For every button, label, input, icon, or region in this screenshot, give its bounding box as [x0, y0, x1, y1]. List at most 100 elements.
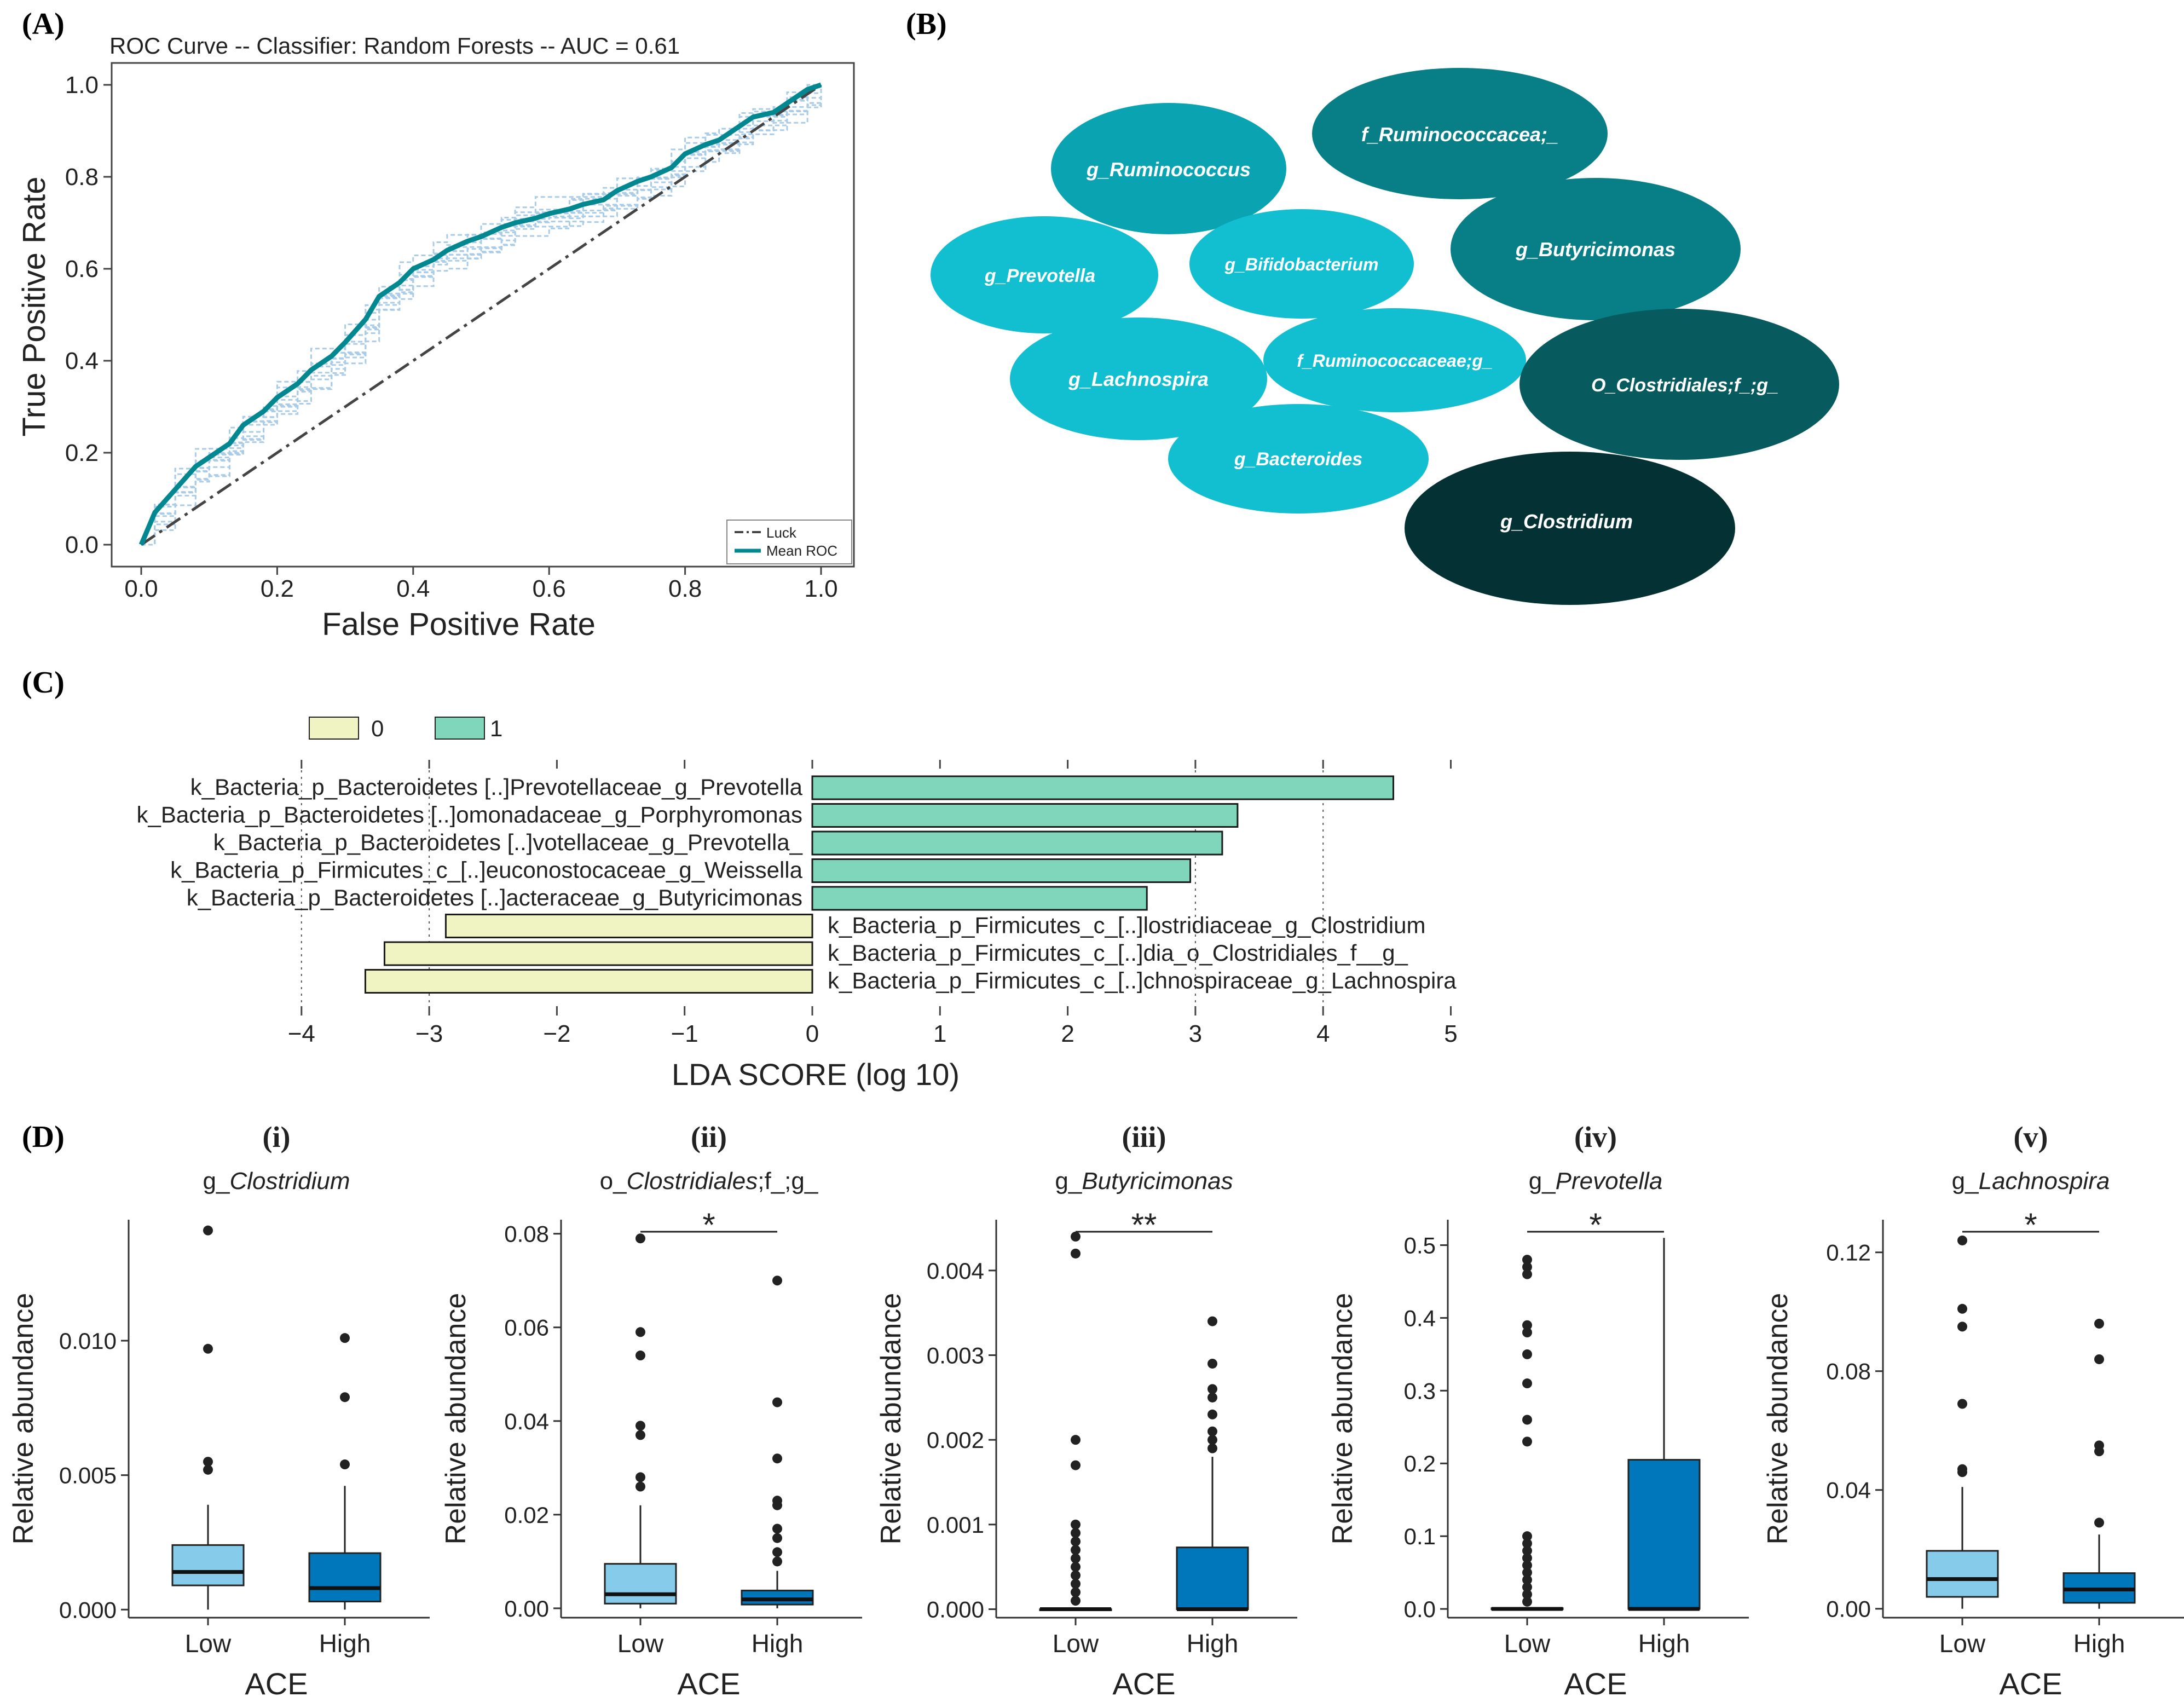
box-outlier: [1957, 1235, 1967, 1245]
box-outlier: [340, 1392, 350, 1403]
box-iqr: [1176, 1547, 1249, 1611]
box-outlier: [635, 1421, 645, 1431]
lda-legend-label-1: 1: [490, 715, 502, 741]
box-outlier: [340, 1333, 350, 1343]
box-outlier: [1207, 1384, 1217, 1394]
box-outlier: [1207, 1435, 1217, 1445]
box-outlier: [1071, 1570, 1081, 1580]
box-title-taxon: Prevotella: [1556, 1168, 1663, 1195]
box-outlier: [1071, 1460, 1081, 1470]
lda-x-tick-label: −3: [415, 1020, 443, 1047]
bubble-ruminococcacea: f_Ruminococcacea;_: [1312, 68, 1608, 199]
box-outlier: [1522, 1589, 1532, 1600]
bubble-ruminococcaceae-g-label: f_Ruminococcaceae;g_: [1297, 351, 1492, 371]
bubble-lachnospira: g_Lachnospira: [1010, 318, 1267, 440]
box-y-label: Relative abundance: [440, 1293, 472, 1545]
lda-bar-label: k_Bacteria_p_Bacteroidetes [..]Prevotell…: [190, 774, 803, 800]
box-plot-4: (iv) g_Prevotella 0.0 0.1 0.2 0.3 0.4 0.5 Relati…: [1327, 1121, 1749, 1701]
box-outlier: [1071, 1553, 1081, 1563]
box-outlier: [1522, 1328, 1532, 1338]
bubble-clostridium-shape: [1405, 452, 1735, 605]
box-title-suffix: ;f_;g_: [758, 1168, 818, 1195]
panel-label-b: (B): [906, 7, 947, 41]
box-iqr: [1627, 1459, 1701, 1610]
box-outlier: [1522, 1582, 1532, 1592]
box-outlier: [772, 1533, 782, 1543]
lda-chart: 0 1 k_Bacteria_p_Bacteroidetes [..]Prevo…: [137, 715, 1458, 1092]
box-title-taxon: Clostridiales: [627, 1168, 758, 1195]
box-title-prefix: g_: [1055, 1168, 1082, 1195]
box-outlier: [1071, 1545, 1081, 1555]
lda-x-tick-label: 3: [1189, 1020, 1202, 1047]
lda-x-label: LDA SCORE (log 10): [672, 1057, 960, 1092]
box-outlier: [1522, 1545, 1532, 1556]
box-outlier: [340, 1459, 350, 1470]
roc-x-label: False Positive Rate: [322, 607, 596, 642]
lda-bar: [383, 941, 813, 966]
roc-y-tick-label: 0.0: [65, 532, 99, 558]
bubble-clostridiales-label: O_Clostridiales;f_;g_: [1591, 375, 1778, 396]
bubble-ruminococcus: g_Ruminococcus: [1051, 103, 1286, 234]
lda-bar-label: k_Bacteria_p_Firmicutes_c_[..]chnospirac…: [828, 968, 1457, 994]
roc-x-tick-label: 0.2: [261, 575, 294, 602]
box-outlier: [203, 1457, 213, 1467]
bubble-prevotella-label: g_Prevotella: [984, 266, 1095, 286]
lda-bar-label: k_Bacteria_p_Firmicutes_c_[..]euconostoc…: [170, 857, 802, 883]
box-x-label: ACE: [1999, 1666, 2062, 1701]
roc-y-tick-label: 0.8: [65, 164, 99, 191]
box-outlier: [1071, 1587, 1081, 1597]
box-y-tick-label: 0.08: [1826, 1359, 1871, 1384]
bubble-prevotella-shape: [931, 216, 1158, 333]
lda-x-tick-label: 1: [933, 1020, 946, 1047]
bubble-clostridium-label: g_Clostridium: [1500, 510, 1633, 533]
lda-bars: k_Bacteria_p_Bacteroidetes [..]Prevotell…: [137, 774, 1457, 994]
bubble-prevotella: g_Prevotella: [931, 216, 1158, 333]
box-x-tick-label: High: [319, 1629, 371, 1658]
box-x-tick-label: Low: [1939, 1629, 1986, 1658]
box-outlier: [772, 1276, 782, 1286]
box-y-tick-label: 0.08: [504, 1221, 549, 1247]
box-plot-title: g_Butyricimonas: [1055, 1168, 1233, 1195]
box-outlier: [203, 1464, 213, 1475]
box-title-taxon: Butyricimonas: [1082, 1168, 1233, 1195]
roc-mean-curve: [138, 82, 822, 546]
box-outlier: [1957, 1464, 1967, 1474]
box-plot-title: g_Lachnospira: [1952, 1168, 2110, 1195]
lda-bar-label: k_Bacteria_p_Firmicutes_c_[..]dia_o_Clos…: [828, 940, 1408, 966]
box-outlier: [1071, 1519, 1081, 1530]
box-outlier: [635, 1481, 645, 1492]
box-outlier: [203, 1343, 213, 1354]
roc-y-tick-label: 0.2: [65, 440, 99, 466]
box-x-tick-label: High: [1187, 1629, 1239, 1658]
lda-legend-label-0: 0: [371, 715, 384, 741]
genus-bubble-cloud: g_Ruminococcus f_Ruminococcacea;_ g_Prev…: [931, 68, 1839, 605]
box-outlier: [1957, 1399, 1967, 1409]
box-x-tick-label: Low: [1053, 1629, 1099, 1658]
bubble-clostridium: g_Clostridium: [1405, 452, 1735, 605]
box-plot-title: o_Clostridiales;f_;g_: [600, 1168, 818, 1195]
box-outlier: [1522, 1436, 1532, 1447]
significance-marker: *: [2024, 1207, 2037, 1243]
box-plot-5: (v) g_Lachnospira 0.00 0.04 0.08 0.12 Relative…: [1762, 1121, 2184, 1701]
roc-legend-luck: Luck: [766, 524, 797, 541]
lda-bar: [811, 803, 1239, 828]
bubble-lachnospira-shape: [1010, 318, 1267, 440]
roc-plot-frame: [111, 62, 855, 568]
lda-x-tick-label: 4: [1316, 1020, 1330, 1047]
panel-label-c: (C): [22, 666, 65, 700]
box-outlier: [1522, 1553, 1532, 1563]
significance-marker: *: [702, 1207, 715, 1243]
roc-legend-box: [726, 520, 852, 564]
box-outlier: [635, 1233, 645, 1244]
box-outlier: [1522, 1538, 1532, 1549]
bubble-ruminococcus-label: g_Ruminococcus: [1086, 158, 1251, 181]
lda-x-tick-label: 2: [1061, 1020, 1074, 1047]
box-x-tick-label: Low: [185, 1629, 232, 1658]
box-outlier: [1071, 1596, 1081, 1606]
bubble-bifidobacterium: g_Bifidobacterium: [1189, 209, 1414, 319]
bubble-lachnospira-label: g_Lachnospira: [1068, 368, 1209, 390]
lda-legend-swatch-0: [309, 717, 359, 740]
box-outlier: [635, 1327, 645, 1337]
box-y-label: Relative abundance: [1762, 1293, 1794, 1545]
